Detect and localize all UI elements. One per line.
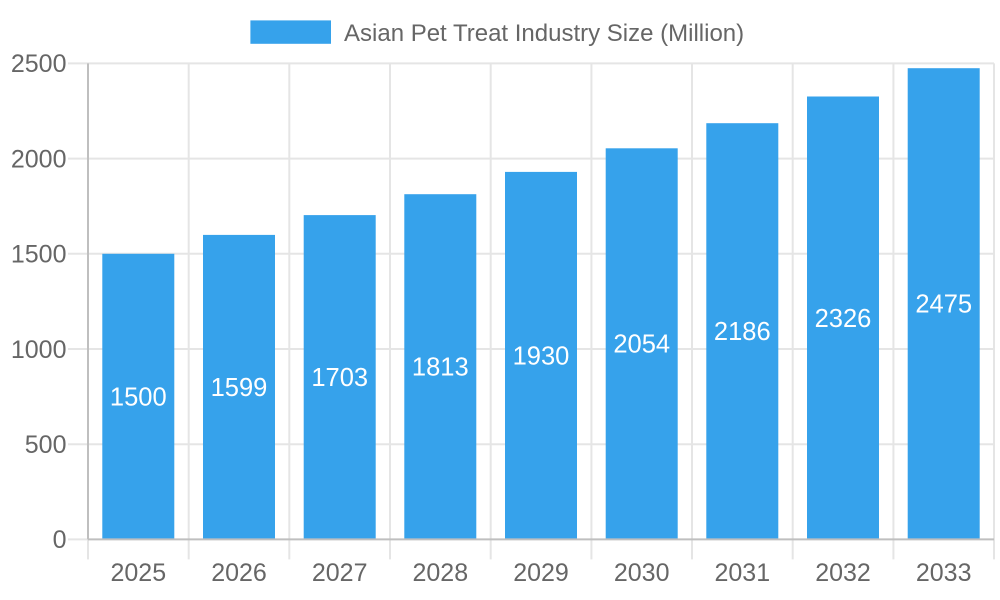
svg-text:2026: 2026 [211,559,267,587]
svg-text:Asian Pet Treat Industry Size: Asian Pet Treat Industry Size (Million) [344,20,744,47]
svg-text:2475: 2475 [915,291,972,319]
svg-text:2500: 2500 [11,50,67,78]
svg-text:1930: 1930 [513,343,570,371]
svg-text:1500: 1500 [110,383,167,411]
svg-text:2028: 2028 [412,559,468,587]
svg-text:0: 0 [53,526,67,554]
svg-text:2031: 2031 [714,559,770,587]
svg-text:1500: 1500 [11,241,67,269]
svg-text:1599: 1599 [211,374,268,402]
svg-text:2027: 2027 [312,559,368,587]
svg-text:2054: 2054 [613,331,670,359]
svg-text:2000: 2000 [11,145,67,173]
svg-text:2032: 2032 [815,559,871,587]
svg-text:1000: 1000 [11,336,67,364]
svg-text:1703: 1703 [311,364,368,392]
svg-text:2025: 2025 [110,559,166,587]
svg-text:2326: 2326 [815,305,872,333]
svg-text:500: 500 [25,431,67,459]
svg-text:2030: 2030 [614,559,670,587]
svg-text:1813: 1813 [412,354,469,382]
svg-text:2029: 2029 [513,559,569,587]
svg-text:2186: 2186 [714,318,771,346]
svg-text:2033: 2033 [916,559,972,587]
